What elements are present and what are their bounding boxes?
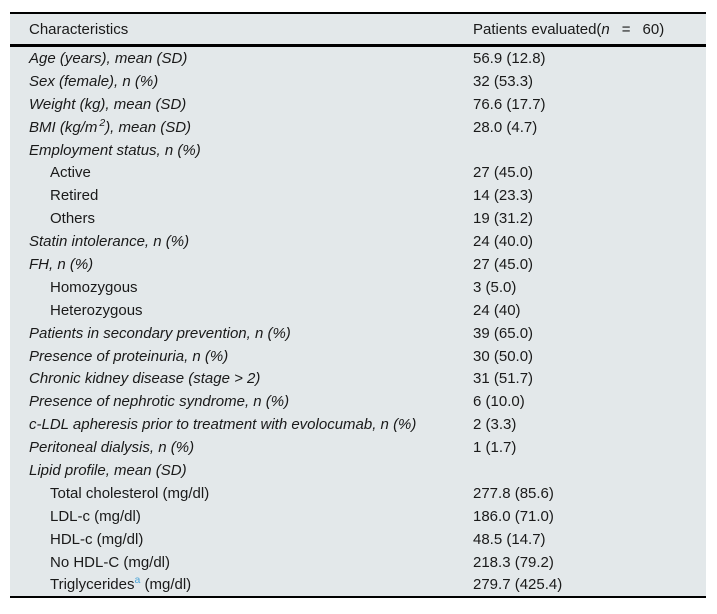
row-label: Total cholesterol (mg/dl)	[50, 484, 210, 502]
row-value: 277.8 (85.6)	[473, 484, 554, 502]
superscript: 2	[99, 116, 106, 129]
row-label: Presence of proteinuria, n (%)	[29, 347, 229, 365]
table-row: Total cholesterol (mg/dl) 277.8 (85.6)	[10, 482, 706, 505]
table-row: Patients in secondary prevention, n (%) 3…	[10, 322, 706, 345]
header-col2-n-symbol: n	[601, 20, 610, 38]
row-label: Lipid profile, mean (SD)	[29, 461, 187, 479]
row-value: 19 (31.2)	[473, 210, 534, 228]
table-row: Active 27 (45.0)	[10, 161, 706, 184]
row-value: 279.7 (425.4)	[473, 576, 563, 594]
row-label: LDL-c (mg/dl)	[50, 507, 141, 525]
table-row: Age (years), mean (SD) 56.9 (12.8)	[10, 47, 706, 70]
row-value: 2 (3.3)	[473, 416, 517, 434]
footnote-a-link[interactable]: a	[134, 574, 141, 587]
table-row: BMI (kg/m 2), mean (SD) 28.0 (4.7)	[10, 116, 706, 139]
row-label: Retired	[50, 187, 99, 205]
table-row: HDL-c (mg/dl) 48.5 (14.7)	[10, 528, 706, 551]
table-row: Employment status, n (%)	[10, 139, 706, 162]
row-label: Others	[50, 210, 96, 228]
table-header-row: Characteristics Patients evaluated(n = 60)	[10, 14, 706, 47]
row-label-text: (mg/dl)	[140, 576, 192, 594]
table-row: Weight (kg), mean (SD) 76.6 (17.7)	[10, 93, 706, 116]
row-value: 32 (53.3)	[473, 72, 534, 90]
table-row: Others 19 (31.2)	[10, 207, 706, 230]
row-value: 27 (45.0)	[473, 255, 534, 273]
table-row: Peritoneal dialysis, n (%) 1 (1.7)	[10, 436, 706, 459]
row-label: Triglyceridesa (mg/dl)	[10, 574, 473, 594]
header-col2-value: 60)	[642, 20, 665, 38]
table-row: c-LDL apheresis prior to treatment with …	[10, 413, 706, 436]
row-value: 14 (23.3)	[473, 187, 534, 205]
table-row: Lipid profile, mean (SD)	[10, 459, 706, 482]
table-row: Heterozygous 24 (40)	[10, 299, 706, 322]
row-value: 6 (10.0)	[473, 393, 525, 411]
row-value: 31 (51.7)	[473, 370, 534, 388]
table-row: FH, n (%) 27 (45.0)	[10, 253, 706, 276]
row-label: Statin intolerance, n (%)	[29, 233, 190, 251]
header-col2-prefix: Patients evaluated(	[473, 20, 602, 38]
row-label-text: Triglycerides	[50, 576, 135, 594]
row-label: Weight (kg), mean (SD)	[29, 95, 187, 113]
row-value: 30 (50.0)	[473, 347, 534, 365]
row-value: 24 (40.0)	[473, 233, 534, 251]
row-label: FH, n (%)	[29, 255, 94, 273]
patient-characteristics-table: Characteristics Patients evaluated(n = 60)…	[10, 12, 706, 599]
header-col2-equals: =	[621, 20, 631, 38]
row-label: Heterozygous	[50, 301, 143, 319]
table-row: Presence of nephrotic syndrome, n (%) 6 (…	[10, 390, 706, 413]
row-label: Peritoneal dialysis, n (%)	[29, 439, 195, 457]
row-label: Employment status, n (%)	[29, 141, 201, 159]
table-row: No HDL-C (mg/dl) 218.3 (79.2)	[10, 551, 706, 574]
table-row: Chronic kidney disease (stage > 2) 31 (51…	[10, 367, 706, 390]
row-label: Chronic kidney disease (stage > 2)	[29, 370, 261, 388]
row-label: Age (years), mean (SD)	[29, 49, 188, 67]
row-label: Sex (female), n (%)	[29, 72, 159, 90]
row-value: 27 (45.0)	[473, 164, 534, 182]
column-header-characteristics: Characteristics	[29, 20, 129, 38]
row-label: Homozygous	[50, 278, 138, 296]
row-value: 24 (40)	[473, 301, 521, 319]
row-value: 1 (1.7)	[473, 439, 517, 457]
table-row: LDL-c (mg/dl) 186.0 (71.0)	[10, 505, 706, 528]
table-row: Retired 14 (23.3)	[10, 184, 706, 207]
row-label: No HDL-C (mg/dl)	[50, 553, 171, 571]
row-label: Presence of nephrotic syndrome, n (%)	[29, 393, 290, 411]
row-label: Patients in secondary prevention, n (%)	[29, 324, 291, 342]
row-value: 28.0 (4.7)	[473, 118, 538, 136]
table-row: Statin intolerance, n (%) 24 (40.0)	[10, 230, 706, 253]
row-value: 48.5 (14.7)	[473, 530, 546, 548]
row-label: BMI (kg/m 2), mean (SD)	[10, 116, 473, 136]
row-value: 76.6 (17.7)	[473, 95, 546, 113]
table-body: Age (years), mean (SD) 56.9 (12.8) Sex (fe…	[10, 47, 706, 596]
table-row: Sex (female), n (%) 32 (53.3)	[10, 70, 706, 93]
row-label-text: ), mean (SD)	[105, 118, 192, 136]
table-row: Homozygous 3 (5.0)	[10, 276, 706, 299]
table-row: Presence of proteinuria, n (%) 30 (50.0)	[10, 345, 706, 368]
row-value: 56.9 (12.8)	[473, 49, 546, 67]
column-header-patients-evaluated: Patients evaluated(n = 60)	[473, 21, 706, 38]
row-label: HDL-c (mg/dl)	[50, 530, 144, 548]
row-value: 218.3 (79.2)	[473, 553, 554, 571]
row-label: c-LDL apheresis prior to treatment with …	[29, 416, 417, 434]
row-value: 186.0 (71.0)	[473, 507, 554, 525]
row-label-text: BMI (kg/m	[29, 118, 98, 136]
table-row: Triglyceridesa (mg/dl) 279.7 (425.4)	[10, 573, 706, 596]
row-label: Active	[50, 164, 91, 182]
row-value: 3 (5.0)	[473, 278, 517, 296]
row-value: 39 (65.0)	[473, 324, 534, 342]
